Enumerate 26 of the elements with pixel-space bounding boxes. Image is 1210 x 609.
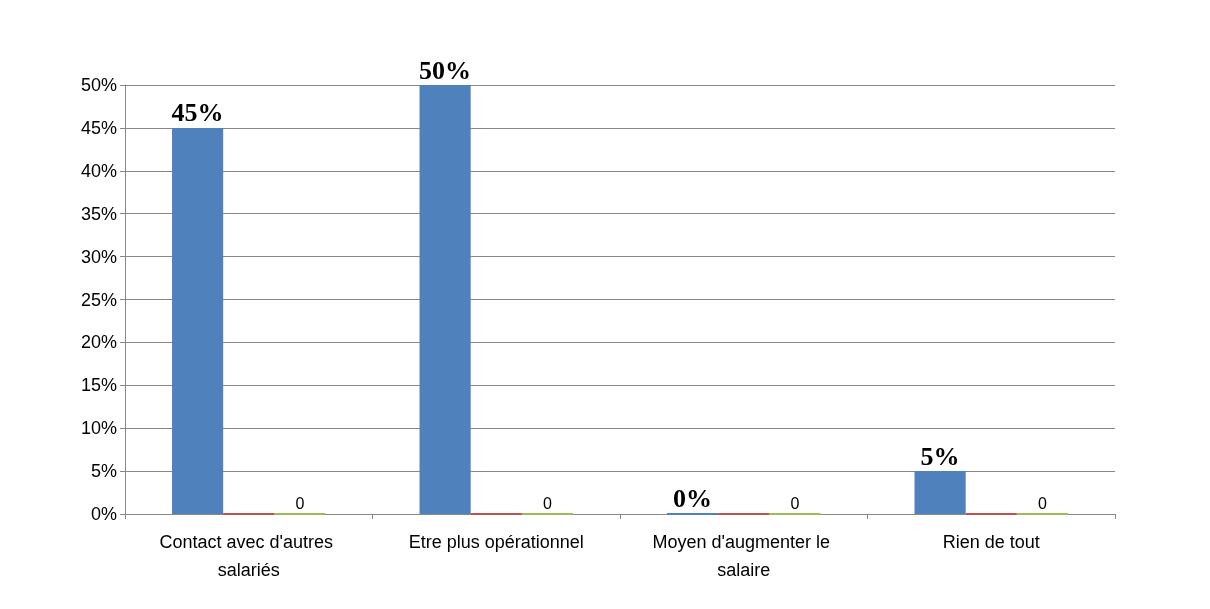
- y-tick-label: 20%: [80, 332, 117, 353]
- y-tick-label: 5%: [90, 461, 117, 482]
- bar: [914, 471, 966, 514]
- y-tick-label: 45%: [80, 117, 117, 138]
- data-label: 0: [542, 494, 552, 512]
- data-label: 0%: [673, 483, 713, 513]
- x-tick-label: Etre plus opérationnel: [408, 532, 584, 552]
- y-tick-label: 40%: [80, 160, 117, 181]
- y-tick-label: 15%: [80, 375, 117, 396]
- y-tick-label: 30%: [80, 246, 117, 267]
- data-label: 0: [790, 494, 800, 512]
- data-label: 50%: [419, 55, 472, 85]
- data-label: 45%: [171, 98, 224, 128]
- data-label: 0: [1037, 494, 1047, 512]
- bar: [419, 85, 471, 514]
- x-tick-label: Moyen d'augmenter le salaire: [652, 532, 836, 580]
- bar: [172, 127, 224, 514]
- y-tick-label: 0%: [90, 504, 117, 524]
- y-tick-label: 35%: [80, 203, 117, 224]
- y-tick-label: 50%: [80, 75, 117, 95]
- data-label: 0: [295, 494, 305, 512]
- y-tick-label: 25%: [80, 289, 117, 310]
- y-tick-label: 10%: [80, 418, 117, 439]
- x-tick-label: Rien de tout: [942, 532, 1040, 552]
- x-tick-label: Contact avec d'autres salariés: [159, 532, 339, 580]
- data-label: 5%: [920, 441, 960, 471]
